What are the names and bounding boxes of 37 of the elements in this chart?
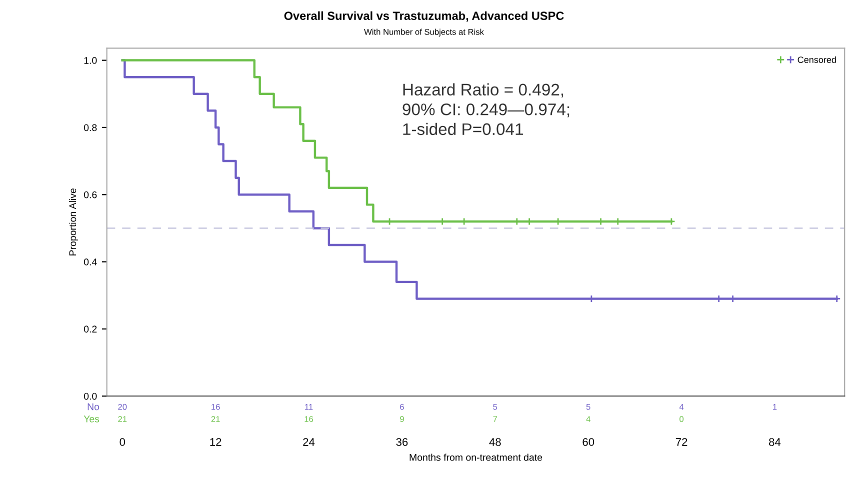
x-tick-label: 36: [396, 438, 408, 446]
text: 9: [400, 416, 404, 422]
y-tick-label: 0.2: [84, 326, 97, 333]
text: 5: [493, 404, 498, 410]
text: 7: [493, 416, 498, 422]
text: 16: [304, 416, 314, 422]
text: No: [88, 403, 100, 410]
legend-label: Censored: [798, 56, 836, 63]
y-axis-title: Proportion Alive: [68, 188, 78, 256]
text: 1: [773, 404, 777, 410]
x-tick-label: 48: [489, 438, 501, 446]
chart-title: Overall Survival vs Trastuzumab, Advanced USPC: [284, 11, 564, 22]
x-tick-label: 24: [303, 438, 315, 446]
text: 4: [679, 404, 684, 410]
text: 5: [586, 404, 590, 410]
text: 4: [586, 416, 590, 422]
y-tick-label: 0.6: [84, 191, 97, 198]
text: 21: [118, 416, 127, 422]
x-axis-title: Months from on-treatment date: [410, 454, 542, 461]
y-tick-label: 0.8: [84, 124, 97, 132]
x-tick-label: 60: [582, 438, 594, 446]
text: 11: [305, 404, 313, 410]
y-tick-label: 0.0: [84, 392, 97, 400]
x-tick-label: 72: [676, 438, 688, 446]
x-tick-label: 12: [210, 438, 222, 446]
text: Yes: [84, 416, 100, 422]
text: 6: [400, 404, 404, 410]
annotation: Hazard Ratio = 0.492, 90% CI: 0.249—0.974; 1-sided P=0.041: [402, 83, 570, 136]
text: 0: [680, 416, 684, 422]
text: 20: [118, 404, 127, 410]
chart-subtitle: With Number of Subjects at Risk: [364, 28, 484, 37]
text: 21: [211, 416, 220, 422]
y-tick-label: 0.4: [84, 258, 97, 266]
y-tick-label: 1.0: [84, 57, 97, 64]
text: 16: [212, 404, 220, 410]
x-tick-label: 0: [120, 438, 126, 446]
x-tick-label: 84: [769, 438, 781, 446]
